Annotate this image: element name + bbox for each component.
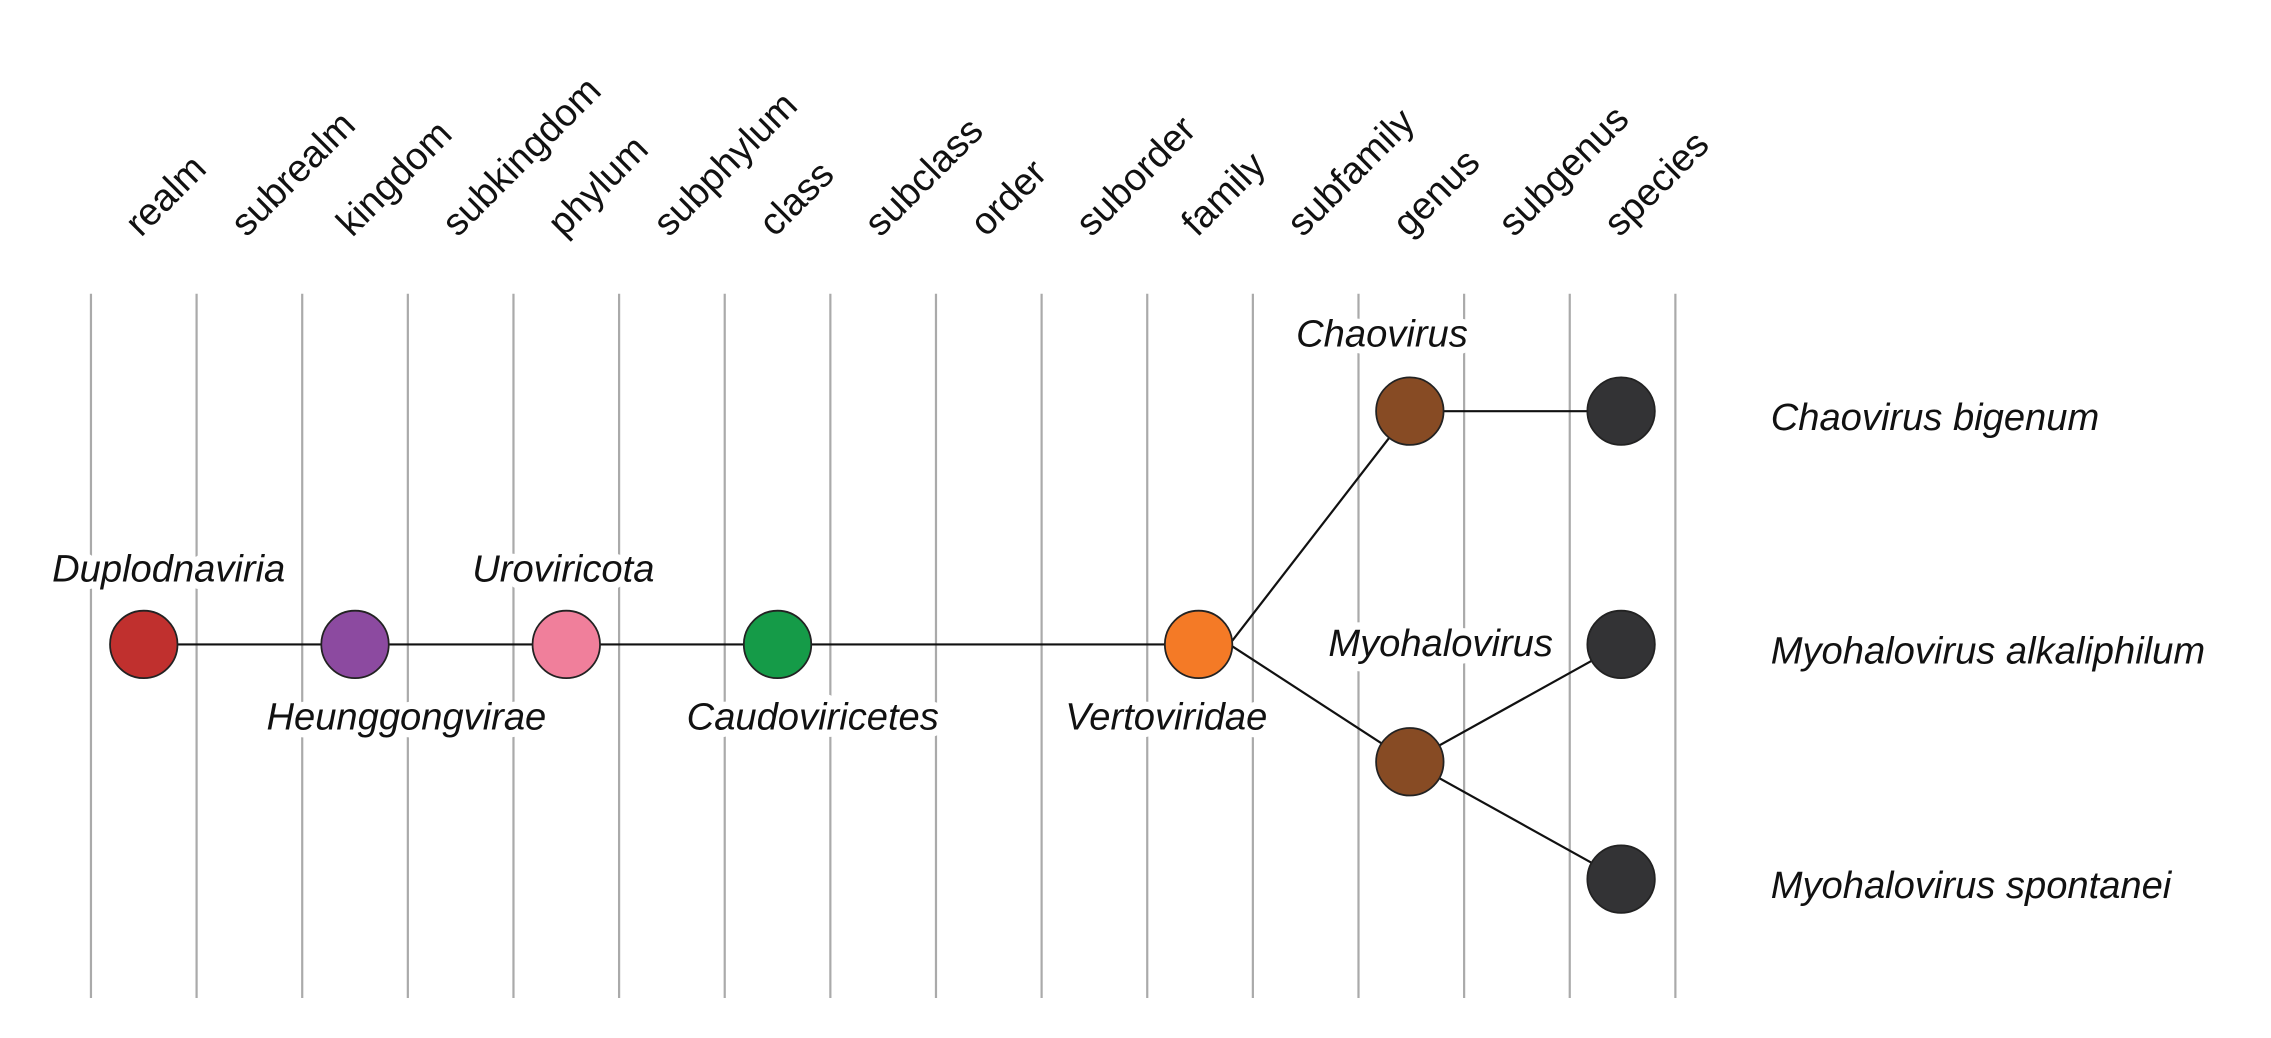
node [320,609,390,680]
node [1375,727,1445,797]
taxon-label: Chaovirus [1296,313,1468,356]
node [1163,609,1234,680]
edge [1409,643,1622,763]
node [1586,844,1656,914]
node [1375,376,1445,446]
nodes [109,376,1656,914]
node [742,609,813,680]
taxon-label: Myohalovirus [1328,622,1553,665]
taxon-label: Duplodnaviria [52,547,285,590]
edge [1409,760,1622,881]
rank-label: class [751,153,843,245]
species-label: Myohalovirus alkaliphilum [1771,630,2205,673]
edge [1228,643,1411,763]
rank-labels: realm subrealmkingdomsubkingdomphylumsubp… [117,69,1718,245]
node [1586,376,1656,446]
rank-label: family [1173,144,1274,245]
taxon-label: Caudoviricetes [687,696,939,739]
edge [1228,410,1411,646]
taxon-label: Uroviricota [472,547,654,590]
taxon-labels: Duplodnaviria Heunggongvirae Uroviricota… [45,305,1560,746]
species-labels: Chaovirus bigenum Myohalovirus alkaliphi… [1763,389,2212,915]
node [109,609,179,680]
node [531,609,601,680]
node [1586,609,1656,680]
taxon-label: Vertoviridae [1065,696,1267,739]
species-label: Chaovirus bigenum [1771,396,2099,439]
rank-label: genus [1384,141,1488,245]
edges [143,410,1622,881]
rank-columns [89,293,1677,998]
rank-label: realm [117,147,215,245]
rank-label: order [962,151,1056,245]
taxon-label: Heunggongvirae [266,696,546,739]
species-label: Myohalovirus spontanei [1771,864,2173,907]
